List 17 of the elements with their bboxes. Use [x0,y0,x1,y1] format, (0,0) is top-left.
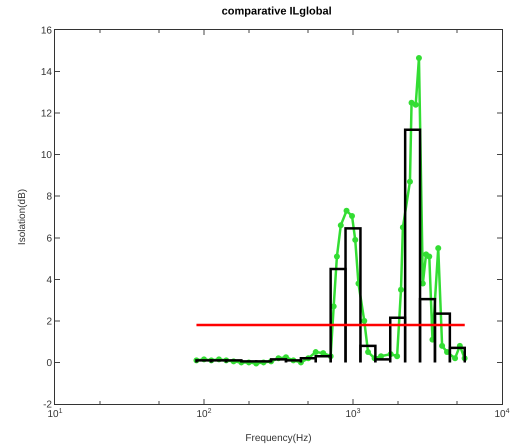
y-tick-label: 10 [40,150,52,162]
chart-title: comparative ILglobal [222,5,332,18]
y-tick-label: 14 [40,67,52,78]
x-tick-label: 10$^{4}$ [494,408,510,420]
y-tick-label: 4 [46,274,52,286]
y-tick-label: 8 [46,192,52,203]
y-tick-label: 16 [40,26,52,36]
x-tick-label: 10$^{2}$ [196,408,212,420]
x-tick-label: 10$^{1}$ [47,408,63,420]
y-tick-label: -2 [43,400,52,410]
x-axis-title: Frequency(Hz) [245,433,312,444]
x-tick-label: 10$^{3}$ [345,408,361,420]
y-tick-label: 2 [46,316,52,328]
y-tick-label: 12 [40,108,52,120]
y-tick-label: 0 [46,358,52,369]
y-tick-label: 6 [46,233,52,244]
y-axis-title: Isolation(dB) [17,188,28,246]
